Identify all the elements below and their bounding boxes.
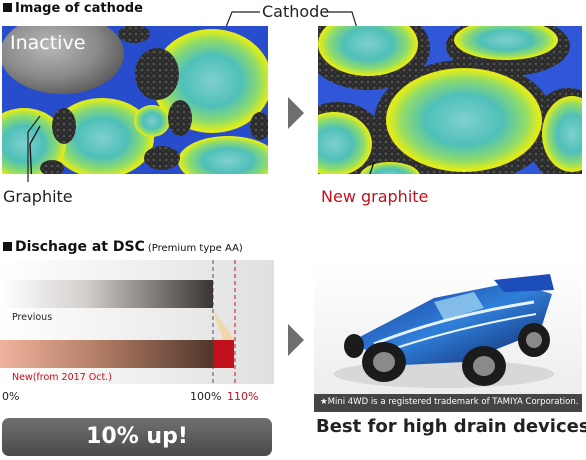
trademark-note: ★Mini 4WD is a registered trademark of T… (320, 397, 579, 407)
cathode-image-before (2, 26, 268, 174)
x-tick-110: 110% (227, 390, 259, 403)
mini-4wd-car-image: ★Mini 4WD is a registered trademark of T… (314, 262, 582, 412)
square-bullet-icon (3, 3, 12, 12)
new-graphite-label: New graphite (321, 187, 429, 206)
graphite-label: Graphite (3, 187, 73, 206)
new-bar-increase (213, 340, 235, 368)
discharge-section-title: Dischage at DSC (Premium type AA) (3, 239, 243, 255)
previous-bar (0, 280, 213, 308)
x-tick-0: 0% (2, 390, 20, 403)
new-bar (0, 340, 235, 368)
inactive-label: Inactive (10, 32, 86, 54)
square-bullet-icon (3, 242, 12, 251)
cathode-image-after (318, 26, 582, 174)
new-bar-label: New(from 2017 Oct.) (12, 372, 112, 383)
graphite-leader-line (27, 115, 41, 182)
increase-wedge (213, 310, 235, 340)
cathode-section-title: Image of cathode (3, 1, 143, 16)
best-for-headline: Best for high drain devices (316, 416, 586, 437)
right-arrow-icon (288, 324, 304, 356)
right-arrow-icon (288, 97, 304, 129)
discharge-chart (0, 260, 274, 384)
ten-percent-up-banner: 10% up! (2, 418, 272, 456)
cathode-label: Cathode (262, 2, 330, 21)
previous-bar-label: Previous (12, 312, 53, 323)
discharge-subtitle: (Premium type AA) (147, 243, 243, 254)
x-tick-100: 100% (190, 390, 222, 403)
trademark-strip (314, 394, 582, 412)
